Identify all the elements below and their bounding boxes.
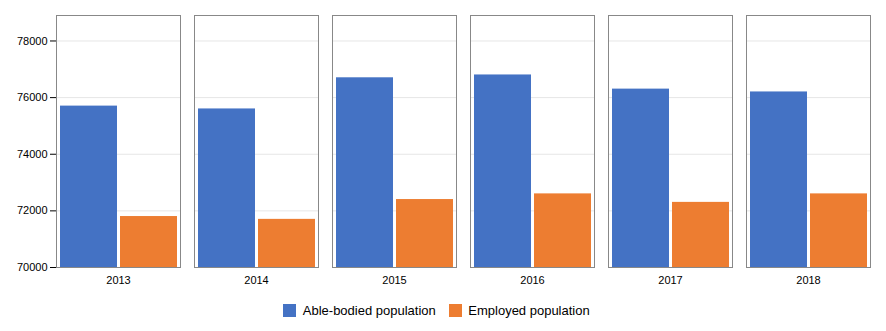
svg-text:2016: 2016 — [520, 274, 544, 286]
svg-text:78000: 78000 — [17, 35, 48, 47]
svg-text:76000: 76000 — [17, 91, 48, 103]
svg-text:74000: 74000 — [17, 148, 48, 160]
svg-text:2013: 2013 — [106, 274, 130, 286]
svg-text:72000: 72000 — [17, 204, 48, 216]
svg-text:2015: 2015 — [382, 274, 406, 286]
html-text:Employed population: Employed population — [468, 303, 590, 319]
html-text:Able-bodied population: Able-bodied population — [302, 303, 436, 319]
svg-text:2017: 2017 — [658, 274, 682, 286]
svg-text:70000: 70000 — [17, 261, 48, 273]
svg-text:2014: 2014 — [244, 274, 268, 286]
svg-text:2018: 2018 — [796, 274, 820, 286]
